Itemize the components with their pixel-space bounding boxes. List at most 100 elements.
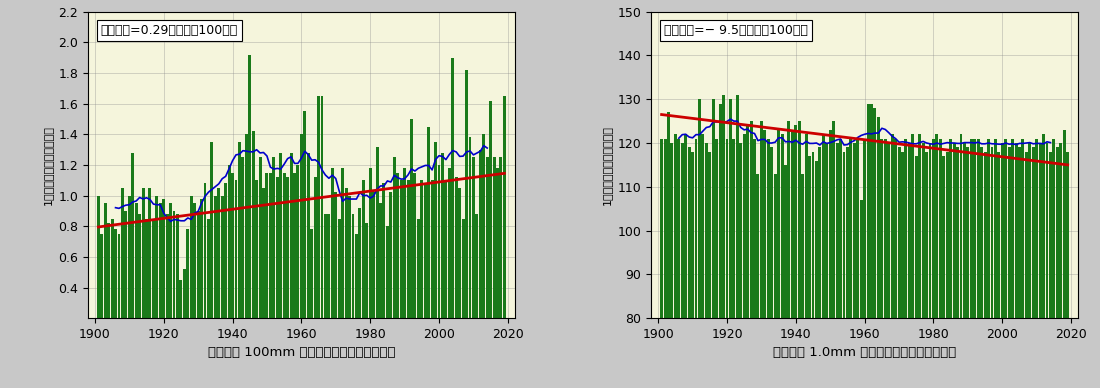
Bar bbox=[773, 174, 777, 388]
Bar bbox=[204, 183, 207, 349]
Bar bbox=[694, 139, 697, 388]
Bar bbox=[231, 173, 234, 349]
Bar bbox=[904, 139, 907, 388]
Bar bbox=[490, 100, 492, 349]
X-axis label: 日降水量 1.0mm 以上の年間日数の経年変化: 日降水量 1.0mm 以上の年間日数の経年変化 bbox=[773, 346, 956, 359]
Bar bbox=[836, 143, 838, 388]
Bar bbox=[503, 96, 506, 349]
Bar bbox=[839, 139, 842, 388]
Bar bbox=[121, 188, 124, 349]
Bar bbox=[224, 183, 227, 349]
Bar bbox=[131, 152, 134, 349]
Bar bbox=[760, 121, 763, 388]
Bar bbox=[891, 134, 893, 388]
Bar bbox=[990, 147, 993, 388]
Bar bbox=[118, 234, 120, 349]
Bar bbox=[386, 226, 389, 349]
Bar bbox=[420, 180, 424, 349]
Bar bbox=[441, 152, 444, 349]
Bar bbox=[718, 104, 722, 388]
Bar bbox=[798, 121, 801, 388]
Bar bbox=[465, 70, 468, 349]
Bar bbox=[324, 214, 327, 349]
Bar bbox=[304, 111, 306, 349]
Bar bbox=[742, 134, 746, 388]
Bar bbox=[1011, 139, 1014, 388]
Bar bbox=[1042, 134, 1045, 388]
Bar bbox=[1028, 143, 1032, 388]
Bar bbox=[1063, 130, 1066, 388]
Bar bbox=[383, 183, 385, 349]
Bar bbox=[943, 156, 945, 388]
Bar bbox=[286, 177, 289, 349]
Bar bbox=[898, 147, 901, 388]
Bar bbox=[245, 134, 248, 349]
Bar bbox=[1032, 147, 1035, 388]
Bar bbox=[482, 134, 485, 349]
Bar bbox=[276, 177, 278, 349]
Bar bbox=[846, 147, 849, 388]
Bar bbox=[671, 143, 673, 388]
Bar bbox=[912, 134, 914, 388]
Bar bbox=[255, 180, 258, 349]
Text: トレンド=− 9.5　（日／100年）: トレンド=− 9.5 （日／100年） bbox=[664, 24, 808, 37]
Bar bbox=[833, 121, 835, 388]
Bar bbox=[173, 211, 176, 349]
Bar bbox=[674, 134, 676, 388]
Bar bbox=[258, 157, 262, 349]
Bar bbox=[746, 125, 749, 388]
Bar bbox=[262, 188, 265, 349]
Bar bbox=[334, 192, 338, 349]
Bar bbox=[962, 143, 966, 388]
Bar bbox=[788, 121, 791, 388]
Bar bbox=[434, 142, 437, 349]
Bar bbox=[469, 137, 472, 349]
Bar bbox=[341, 168, 344, 349]
Bar bbox=[1014, 143, 1018, 388]
Bar bbox=[812, 152, 814, 388]
Bar bbox=[998, 152, 1000, 388]
Bar bbox=[956, 147, 959, 388]
Bar bbox=[883, 139, 887, 388]
Bar bbox=[265, 173, 268, 349]
Bar bbox=[959, 134, 962, 388]
Bar bbox=[475, 214, 478, 349]
Bar bbox=[739, 143, 742, 388]
Bar bbox=[702, 134, 704, 388]
Bar bbox=[757, 174, 759, 388]
Bar bbox=[221, 196, 223, 349]
Bar bbox=[722, 95, 725, 388]
Bar bbox=[733, 139, 735, 388]
Bar bbox=[451, 57, 454, 349]
Bar bbox=[678, 139, 680, 388]
Bar bbox=[663, 139, 667, 388]
Bar bbox=[499, 157, 503, 349]
Bar bbox=[362, 180, 365, 349]
Bar bbox=[399, 180, 403, 349]
Bar bbox=[983, 152, 987, 388]
Bar bbox=[417, 218, 420, 349]
Bar bbox=[1001, 143, 1004, 388]
Bar bbox=[805, 134, 807, 388]
Bar bbox=[139, 214, 141, 349]
Bar bbox=[162, 199, 165, 349]
Bar bbox=[1059, 143, 1063, 388]
Bar bbox=[103, 203, 107, 349]
Bar bbox=[681, 143, 684, 388]
Bar bbox=[815, 161, 818, 388]
Bar bbox=[249, 55, 251, 349]
Bar bbox=[124, 211, 128, 349]
Bar bbox=[867, 104, 869, 388]
Bar bbox=[478, 150, 482, 349]
Bar bbox=[729, 99, 732, 388]
Bar bbox=[459, 188, 461, 349]
Bar bbox=[314, 177, 317, 349]
Bar bbox=[754, 139, 756, 388]
Bar bbox=[183, 269, 186, 349]
Y-axis label: 1地点あたりの日数（日）: 1地点あたりの日数（日） bbox=[43, 125, 53, 205]
Bar bbox=[1046, 143, 1048, 388]
Bar bbox=[864, 139, 866, 388]
Bar bbox=[870, 104, 873, 388]
Bar bbox=[974, 139, 976, 388]
Bar bbox=[901, 152, 904, 388]
